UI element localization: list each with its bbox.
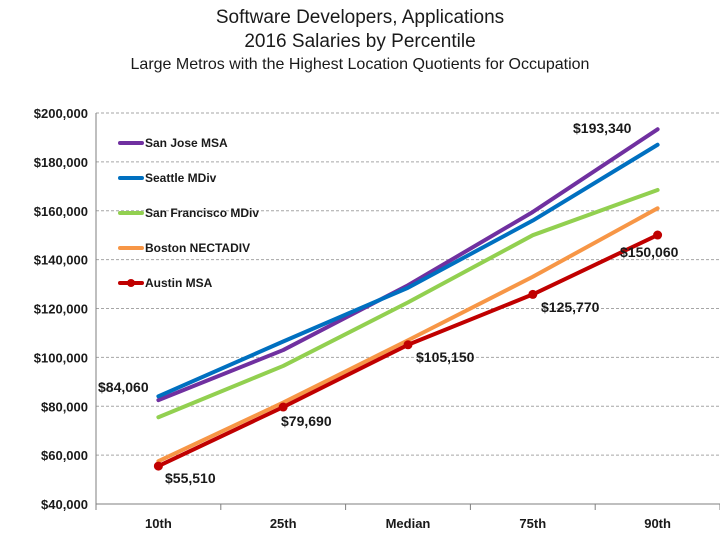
data-label: $193,340 xyxy=(573,120,632,136)
legend-marker xyxy=(127,279,135,287)
x-tick-label: 10th xyxy=(145,516,172,531)
data-label: $150,060 xyxy=(620,244,679,260)
data-point xyxy=(278,402,288,412)
data-label: $105,150 xyxy=(416,349,475,365)
chart-title: Software Developers, Applications xyxy=(215,7,505,28)
legend: San Jose MSA Seattle MDiv San Francisco MD… xyxy=(118,136,259,290)
data-point xyxy=(653,230,663,240)
y-tick-label: $40,000 xyxy=(41,497,88,512)
y-tick-label: $140,000 xyxy=(34,253,88,268)
x-tick-label: 25th xyxy=(270,516,297,531)
x-tick-label: 75th xyxy=(519,516,546,531)
y-tick-label: $180,000 xyxy=(34,155,88,170)
chart-subtitle-2: Large Metros with the Highest Location Q… xyxy=(130,56,590,73)
chart-title-block: Software Developers, Applications 2016 S… xyxy=(0,6,720,76)
legend-label: San Francisco MDiv xyxy=(145,206,259,220)
series-line xyxy=(156,233,660,469)
data-point xyxy=(153,461,163,471)
series-line xyxy=(156,187,660,420)
series-line xyxy=(156,142,660,399)
y-tick-label: $200,000 xyxy=(34,106,88,121)
x-tick-label: 90th xyxy=(644,516,671,531)
legend-label: Seattle MDiv xyxy=(145,171,217,185)
data-label: $125,770 xyxy=(541,299,600,315)
legend-label: Boston NECTADIV xyxy=(145,241,250,255)
legend-label: San Jose MSA xyxy=(145,136,228,150)
data-point xyxy=(403,340,413,350)
legend-label: Austin MSA xyxy=(145,276,213,290)
series-line xyxy=(156,127,660,403)
chart-subtitle: 2016 Salaries by Percentile xyxy=(244,31,476,52)
y-tick-label: $80,000 xyxy=(41,399,88,414)
y-tick-label: $120,000 xyxy=(34,302,88,317)
x-tick-label: Median xyxy=(386,516,431,531)
y-tick-label: $60,000 xyxy=(41,448,88,463)
data-point xyxy=(528,289,538,299)
data-label: $55,510 xyxy=(165,470,216,486)
data-label: $84,060 xyxy=(98,379,149,395)
series-line xyxy=(156,206,660,464)
y-tick-label: $160,000 xyxy=(34,204,88,219)
data-label: $79,690 xyxy=(281,413,332,429)
y-tick-label: $100,000 xyxy=(34,350,88,365)
